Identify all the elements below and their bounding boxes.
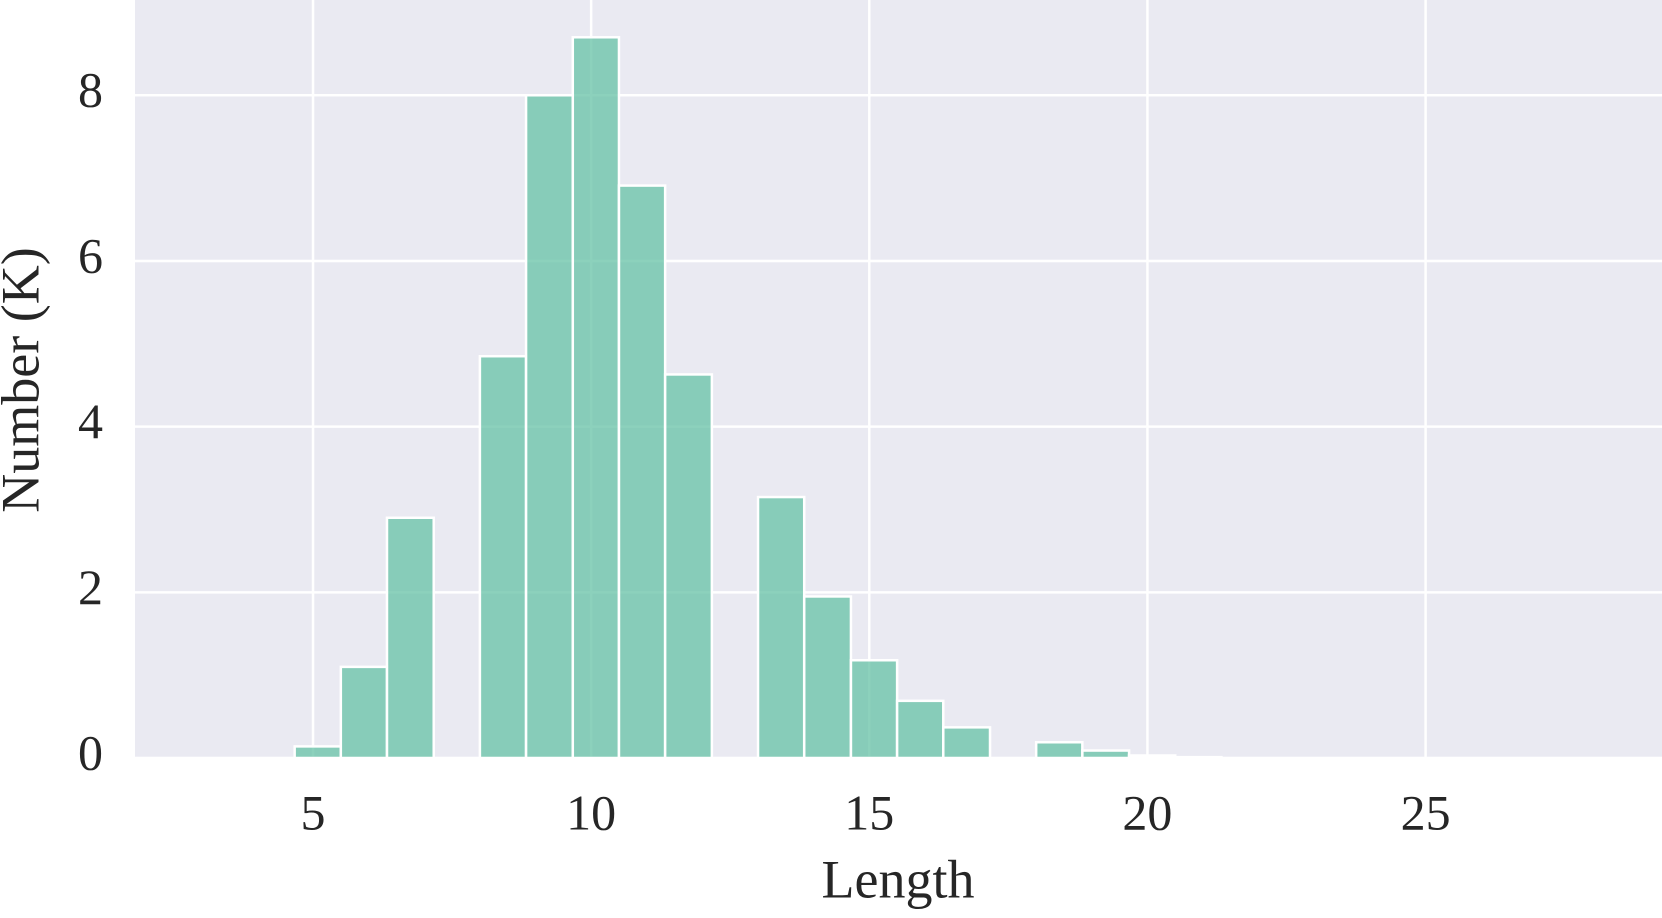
bar [293,745,343,760]
bar [1127,754,1177,760]
x-axis-label: Length [822,849,975,909]
bar [1174,755,1223,760]
bar [1034,741,1084,760]
bar [895,699,945,760]
x-tick-label: 20 [1122,784,1172,840]
bar [1081,749,1131,760]
bar [617,184,667,760]
bar [942,726,992,760]
y-tick-label: 8 [78,62,103,118]
bar [571,36,621,760]
bar [663,373,714,760]
bar [478,354,528,760]
x-tick-label: 15 [844,784,894,840]
plot-background [135,0,1662,758]
bar [849,658,899,760]
y-tick-label: 2 [78,559,103,615]
x-tick-label: 5 [301,784,326,840]
bar [802,595,853,760]
y-tick-label: 4 [78,393,103,449]
x-tick-label: 25 [1401,784,1451,840]
y-tick-label: 0 [78,724,103,780]
x-tick-label: 10 [566,784,616,840]
bar [339,665,389,760]
bar [524,94,575,760]
bar [756,495,806,760]
y-tick-label: 6 [78,227,103,283]
y-axis-label: Number (K) [0,247,50,512]
bar [385,516,435,760]
